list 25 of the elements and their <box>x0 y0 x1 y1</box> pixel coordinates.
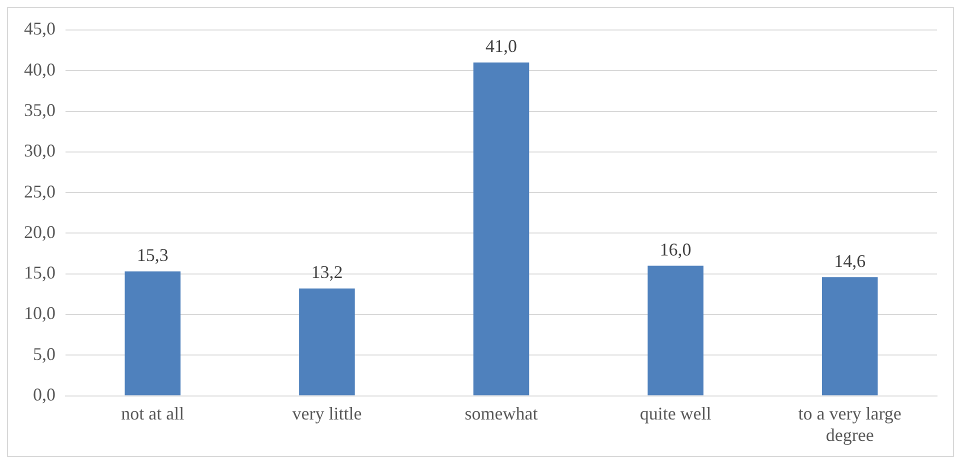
y-tick-label: 10,0 <box>24 303 56 324</box>
y-tick-label: 15,0 <box>24 262 56 283</box>
y-tick-label: 35,0 <box>24 100 56 120</box>
y-tick-label: 5,0 <box>33 344 56 364</box>
bar <box>124 271 181 396</box>
x-tick-label: very little <box>292 403 362 424</box>
data-label: 41,0 <box>486 36 517 56</box>
data-label: 13,2 <box>311 262 343 282</box>
bar <box>299 288 355 396</box>
x-tick-label: quite well <box>640 403 712 424</box>
data-label: 14,6 <box>834 250 866 271</box>
x-tick-label: not at all <box>121 403 184 424</box>
bar <box>648 266 704 396</box>
y-tick-label: 45,0 <box>24 18 56 39</box>
data-label: 15,3 <box>136 245 168 266</box>
y-tick-label: 0,0 <box>33 384 56 405</box>
data-label: 16,0 <box>660 239 692 260</box>
y-tick-label: 20,0 <box>24 222 56 242</box>
bar <box>822 277 878 396</box>
x-tick-label: somewhat <box>464 403 538 424</box>
bar <box>473 62 530 396</box>
y-tick-label: 30,0 <box>24 140 56 161</box>
x-tick-label: to a very large degree <box>798 403 902 445</box>
y-tick-label: 40,0 <box>24 59 56 80</box>
y-tick-label: 25,0 <box>24 181 56 202</box>
